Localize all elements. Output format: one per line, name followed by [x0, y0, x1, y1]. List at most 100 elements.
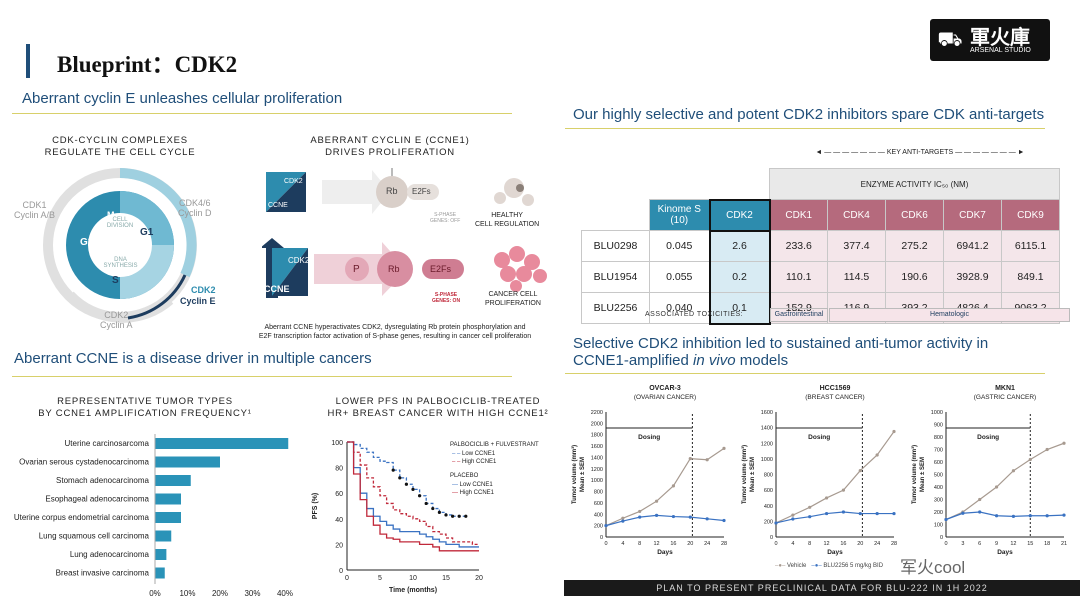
tumor-y-tick: 1200 — [761, 441, 773, 447]
bar-tick-label: 0% — [149, 589, 161, 598]
pfs-censor-mark — [391, 468, 395, 472]
cell: 6941.2 — [943, 230, 1002, 262]
phase-s: S — [112, 275, 119, 286]
pfs-series-line — [347, 441, 479, 546]
bar-category-label: Uterine carcinosarcoma — [65, 439, 150, 448]
tumor-series-line — [945, 511, 1065, 521]
pfs-y-tick: 100 — [331, 440, 343, 447]
tumor-x-tick: 24 — [874, 541, 880, 547]
tumor-x-tick: 21 — [1061, 541, 1067, 547]
cycle-title: CDK-CYCLIN COMPLEXES REGULATE THE CELL C… — [44, 135, 196, 158]
pfs-censor-mark — [398, 476, 402, 480]
tumor-y-tick: 1600 — [591, 444, 603, 450]
pfs-x-tick: 5 — [378, 575, 382, 582]
tumor-data-point — [654, 499, 659, 503]
tumor-data-point — [705, 458, 709, 462]
bar-category-label: Breast invasive carcinoma — [56, 569, 150, 578]
cell: 849.1 — [1001, 261, 1060, 293]
tumor-data-point — [774, 521, 778, 525]
tumor-data-point — [1011, 514, 1016, 518]
tumor-x-label: Days — [997, 549, 1013, 556]
bar-mark — [155, 530, 172, 542]
tumor-data-point — [1028, 457, 1032, 462]
watermark: 军火cool — [900, 558, 966, 577]
tumor-y-tick: 0 — [600, 535, 603, 541]
table-row: BLU0298 0.045 2.6 233.6 377.4 275.2 6941.2 6115… — [581, 230, 1060, 262]
tumor-series-line — [775, 511, 894, 524]
tumor-y-label: Tumor volume (mm³) — [571, 445, 578, 504]
pfs-y-tick: 80 — [335, 466, 343, 473]
tumor-y-tick: 400 — [594, 512, 603, 518]
tumor-y-label: Mean ± SEM — [920, 457, 926, 492]
pfs-series-line — [347, 441, 479, 552]
title-accent-bar — [26, 44, 30, 78]
tumor-x-tick: 8 — [808, 541, 811, 547]
tumor-data-point — [875, 453, 879, 457]
tumor-x-tick: 16 — [840, 541, 846, 547]
tumor-y-tick: 500 — [934, 473, 943, 479]
heading-cyclin-e: Aberrant cyclin E unleashes cellular pro… — [22, 90, 343, 107]
pfs-legend-high2: — High CCNE1 — [452, 490, 495, 496]
tumor-data-point — [791, 517, 795, 521]
tumor-data-point — [824, 511, 829, 516]
tumor-data-point — [604, 524, 608, 528]
bar-category-label: Lung squamous cell carcinoma — [39, 532, 150, 541]
tumor-data-point — [688, 515, 692, 519]
tumor-data-point — [1028, 514, 1032, 518]
tumor-data-point — [892, 429, 896, 434]
pfs-x-tick: 15 — [442, 575, 450, 582]
pfs-y-tick: 60 — [335, 491, 343, 498]
tumor-y-tick: 800 — [764, 473, 773, 479]
tumor-y-tick: 800 — [594, 490, 603, 496]
tumor-data-point — [671, 514, 676, 519]
tox-heme: Hematologic — [829, 308, 1070, 322]
tumor-y-tick: 600 — [764, 488, 773, 494]
pfs-censor-mark — [464, 514, 468, 518]
bar-tick-label: 20% — [212, 589, 228, 598]
tumor-series-line — [605, 514, 725, 527]
tumor-legend: –●– Vehicle –●– BLU2256 5 mg/kg BID — [775, 563, 884, 569]
tumor-y-tick: 800 — [934, 435, 943, 441]
tumor-data-point — [824, 496, 829, 500]
pfs-y-tick: 40 — [335, 517, 343, 524]
tumor-x-tick: 28 — [891, 541, 897, 547]
tumor-y-label: Mean ± SEM — [750, 457, 756, 492]
tumor-data-point — [808, 515, 812, 519]
tumor-chart-subtitle: (OVARIAN CANCER) — [634, 394, 696, 401]
tumor-x-tick: 8 — [638, 541, 641, 547]
page-title: Blueprint：CDK2 — [57, 52, 238, 77]
tumor-x-tick: 0 — [604, 541, 607, 547]
path-rb-top: Rb — [386, 186, 398, 196]
cell: 114.5 — [827, 261, 886, 293]
pfs-censor-mark — [437, 510, 441, 514]
col-cdk4: CDK4 — [827, 199, 886, 231]
tumor-x-tick: 15 — [1027, 541, 1033, 547]
tumor-x-tick: 9 — [995, 541, 998, 547]
dna-synthesis-label: DNA SYNTHESIS — [103, 257, 138, 269]
legend-blu2256: BLU2256 5 mg/kg BID — [823, 563, 884, 569]
tank-icon: ⛟ — [937, 29, 963, 51]
tumor-x-tick: 0 — [774, 541, 777, 547]
pfs-y-label: PFS (%) — [312, 493, 319, 519]
pfs-series-line — [347, 441, 466, 517]
pfs-censor-mark — [444, 513, 448, 517]
tumor-data-point — [621, 519, 625, 523]
tumor-data-point — [978, 510, 982, 514]
logo-text: 軍火庫 — [970, 27, 1030, 49]
pfs-legend-low1-label: Low CCNE1 — [462, 451, 496, 457]
cell-cycle-diagram: M G1 G2 S — [43, 168, 197, 323]
bar-category-label: Esophageal adenocarcinoma — [45, 495, 149, 504]
tumor-data-point — [1045, 514, 1049, 518]
tumor-data-point — [994, 514, 999, 518]
tox-gi: Gastrointestinal — [770, 308, 828, 322]
pfs-x-tick: 10 — [409, 575, 417, 582]
bar-mark — [155, 475, 191, 486]
tumor-y-tick: 0 — [940, 535, 943, 541]
tumor-data-point — [621, 516, 625, 520]
tumor-data-point — [671, 484, 676, 488]
tumor-chart-title: MKN1 — [995, 385, 1015, 392]
tumor-series-line — [775, 431, 895, 524]
bar-chart-title: REPRESENTATIVE TUMOR TYPES BY CCNE1 AMPL… — [38, 396, 252, 419]
dosing-label: Dosing — [638, 434, 660, 441]
ovcar3-tumor-chart: OVCAR-3(OVARIAN CANCER)02004006008001000… — [571, 385, 727, 556]
